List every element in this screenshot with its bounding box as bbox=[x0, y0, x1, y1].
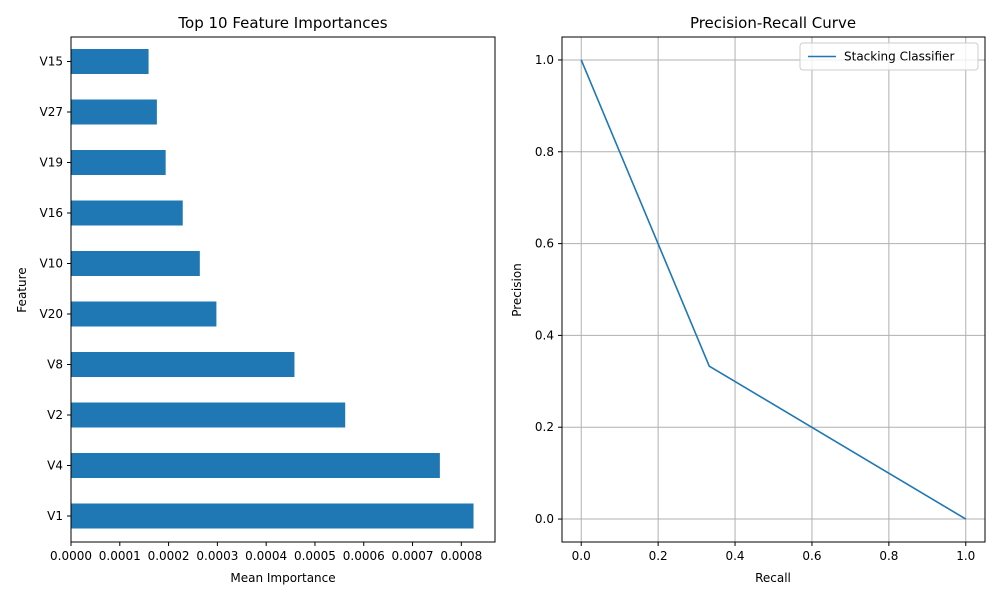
x-tick-label: 0.0008 bbox=[440, 549, 482, 563]
y-tick-label: V19 bbox=[40, 156, 63, 170]
y-tick-label: V10 bbox=[40, 257, 63, 271]
line-plot-frame bbox=[561, 36, 986, 543]
x-tick-label: 0.0003 bbox=[196, 549, 238, 563]
y-tick-label: V1 bbox=[47, 509, 63, 523]
y-tick-label: 1.0 bbox=[535, 53, 554, 67]
x-tick-label: 0.0007 bbox=[392, 549, 434, 563]
y-tick-label: V27 bbox=[40, 105, 63, 119]
series-line bbox=[580, 59, 967, 520]
line-chart-title: Precision-Recall Curve bbox=[690, 14, 856, 32]
x-tick-label: 0.0002 bbox=[148, 549, 190, 563]
bar bbox=[71, 503, 474, 529]
y-tick-label: V16 bbox=[40, 206, 63, 220]
x-tick-label: 0.2 bbox=[649, 549, 668, 563]
bar bbox=[71, 200, 183, 226]
y-tick-label: 0.4 bbox=[535, 328, 554, 342]
legend-box bbox=[799, 42, 979, 71]
line-chart-xlabel: Recall bbox=[755, 571, 791, 585]
y-tick-label: 0.0 bbox=[535, 512, 554, 526]
legend: Stacking Classifier bbox=[799, 42, 979, 71]
y-tick-label: 0.6 bbox=[535, 237, 554, 251]
bar bbox=[71, 301, 217, 327]
x-tick-label: 0.0004 bbox=[245, 549, 287, 563]
bar-chart-ylabel: Feature bbox=[15, 267, 29, 312]
x-tick-label: 0.0000 bbox=[50, 549, 92, 563]
y-tick-label: 0.8 bbox=[535, 145, 554, 159]
y-tick-label: V20 bbox=[40, 307, 63, 321]
bar bbox=[71, 352, 295, 377]
bar-plot-frame bbox=[70, 36, 496, 543]
legend-label: Stacking Classifier bbox=[844, 50, 954, 64]
bar bbox=[71, 150, 166, 175]
bar bbox=[71, 453, 440, 478]
x-tick-label: 0.0 bbox=[572, 549, 591, 563]
feature-importance-chart: Top 10 Feature Importances V1 V4 V2 V8 V20 V1… bbox=[15, 14, 496, 585]
y-tick-label: V8 bbox=[47, 358, 63, 372]
bar bbox=[71, 251, 200, 276]
bar bbox=[71, 99, 157, 125]
y-tick-label: V4 bbox=[47, 459, 63, 473]
x-tick-label: 0.0006 bbox=[343, 549, 385, 563]
x-tick-label: 1.0 bbox=[956, 549, 975, 563]
x-tick-label: 0.0001 bbox=[99, 549, 141, 563]
y-tick-label: V15 bbox=[40, 55, 63, 69]
x-tick-label: 0.6 bbox=[802, 549, 821, 563]
bar-chart-xlabel: Mean Importance bbox=[230, 571, 335, 585]
bar bbox=[71, 402, 346, 428]
bar bbox=[71, 49, 149, 74]
x-tick-label: 0.4 bbox=[725, 549, 744, 563]
y-tick-label: V2 bbox=[47, 408, 63, 422]
y-tick-label: 0.2 bbox=[535, 420, 554, 434]
line-chart-ylabel: Precision bbox=[510, 263, 524, 317]
x-tick-label: 0.0005 bbox=[294, 549, 336, 563]
x-tick-label: 0.8 bbox=[879, 549, 898, 563]
precision-recall-chart: Precision-Recall Curve 0.0 0.2 0.4 0.6 0.8 1.… bbox=[510, 14, 986, 585]
bar-chart-title: Top 10 Feature Importances bbox=[177, 14, 387, 32]
